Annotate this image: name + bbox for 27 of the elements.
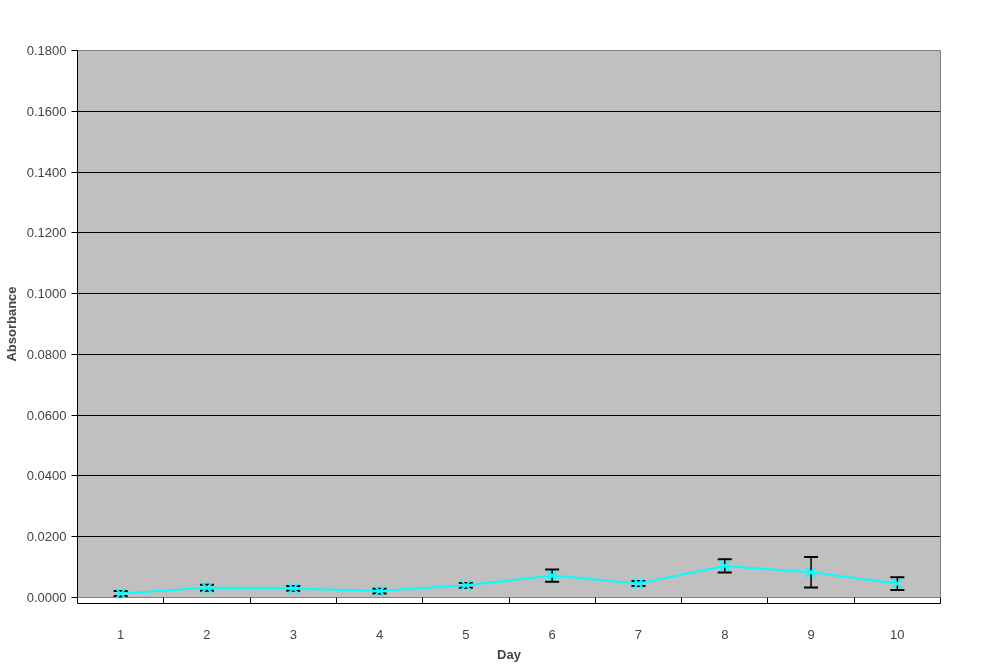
x-tick-label: 3 <box>289 626 297 642</box>
y-tick-label: 0.1800 <box>26 43 67 58</box>
y-tick-label: 0.0600 <box>26 407 67 423</box>
point <box>805 566 817 579</box>
y-axis-title: Absorbance <box>3 286 19 362</box>
x-tick-label: 1 <box>117 626 125 642</box>
y-tick-label: 0.0800 <box>26 346 67 362</box>
point <box>201 581 213 594</box>
y-tick-label: 0.1600 <box>26 103 67 119</box>
x-axis-title: Day <box>497 646 522 662</box>
point <box>287 582 300 595</box>
x-tick-label: 9 <box>807 626 815 642</box>
y-tick-label: 0.1200 <box>26 225 67 241</box>
x-tick-label: 2 <box>203 626 211 642</box>
y-tick-label: 0.1400 <box>26 164 67 180</box>
x-tick-label: 8 <box>721 626 729 642</box>
x-tick-label: 5 <box>462 626 470 642</box>
y-tick-label: 0.0400 <box>26 468 67 484</box>
y-tick-label: 0.1000 <box>26 286 67 302</box>
point <box>632 577 645 590</box>
point <box>373 585 386 598</box>
y-tick-label: 0.0000 <box>26 590 67 605</box>
x-tick-label: 6 <box>548 626 556 642</box>
x-tick-label: 4 <box>375 626 384 642</box>
y-tick-label: 0.0200 <box>26 529 67 545</box>
x-tick-label: 7 <box>634 626 643 642</box>
x-tick-label: 10 <box>890 626 905 642</box>
